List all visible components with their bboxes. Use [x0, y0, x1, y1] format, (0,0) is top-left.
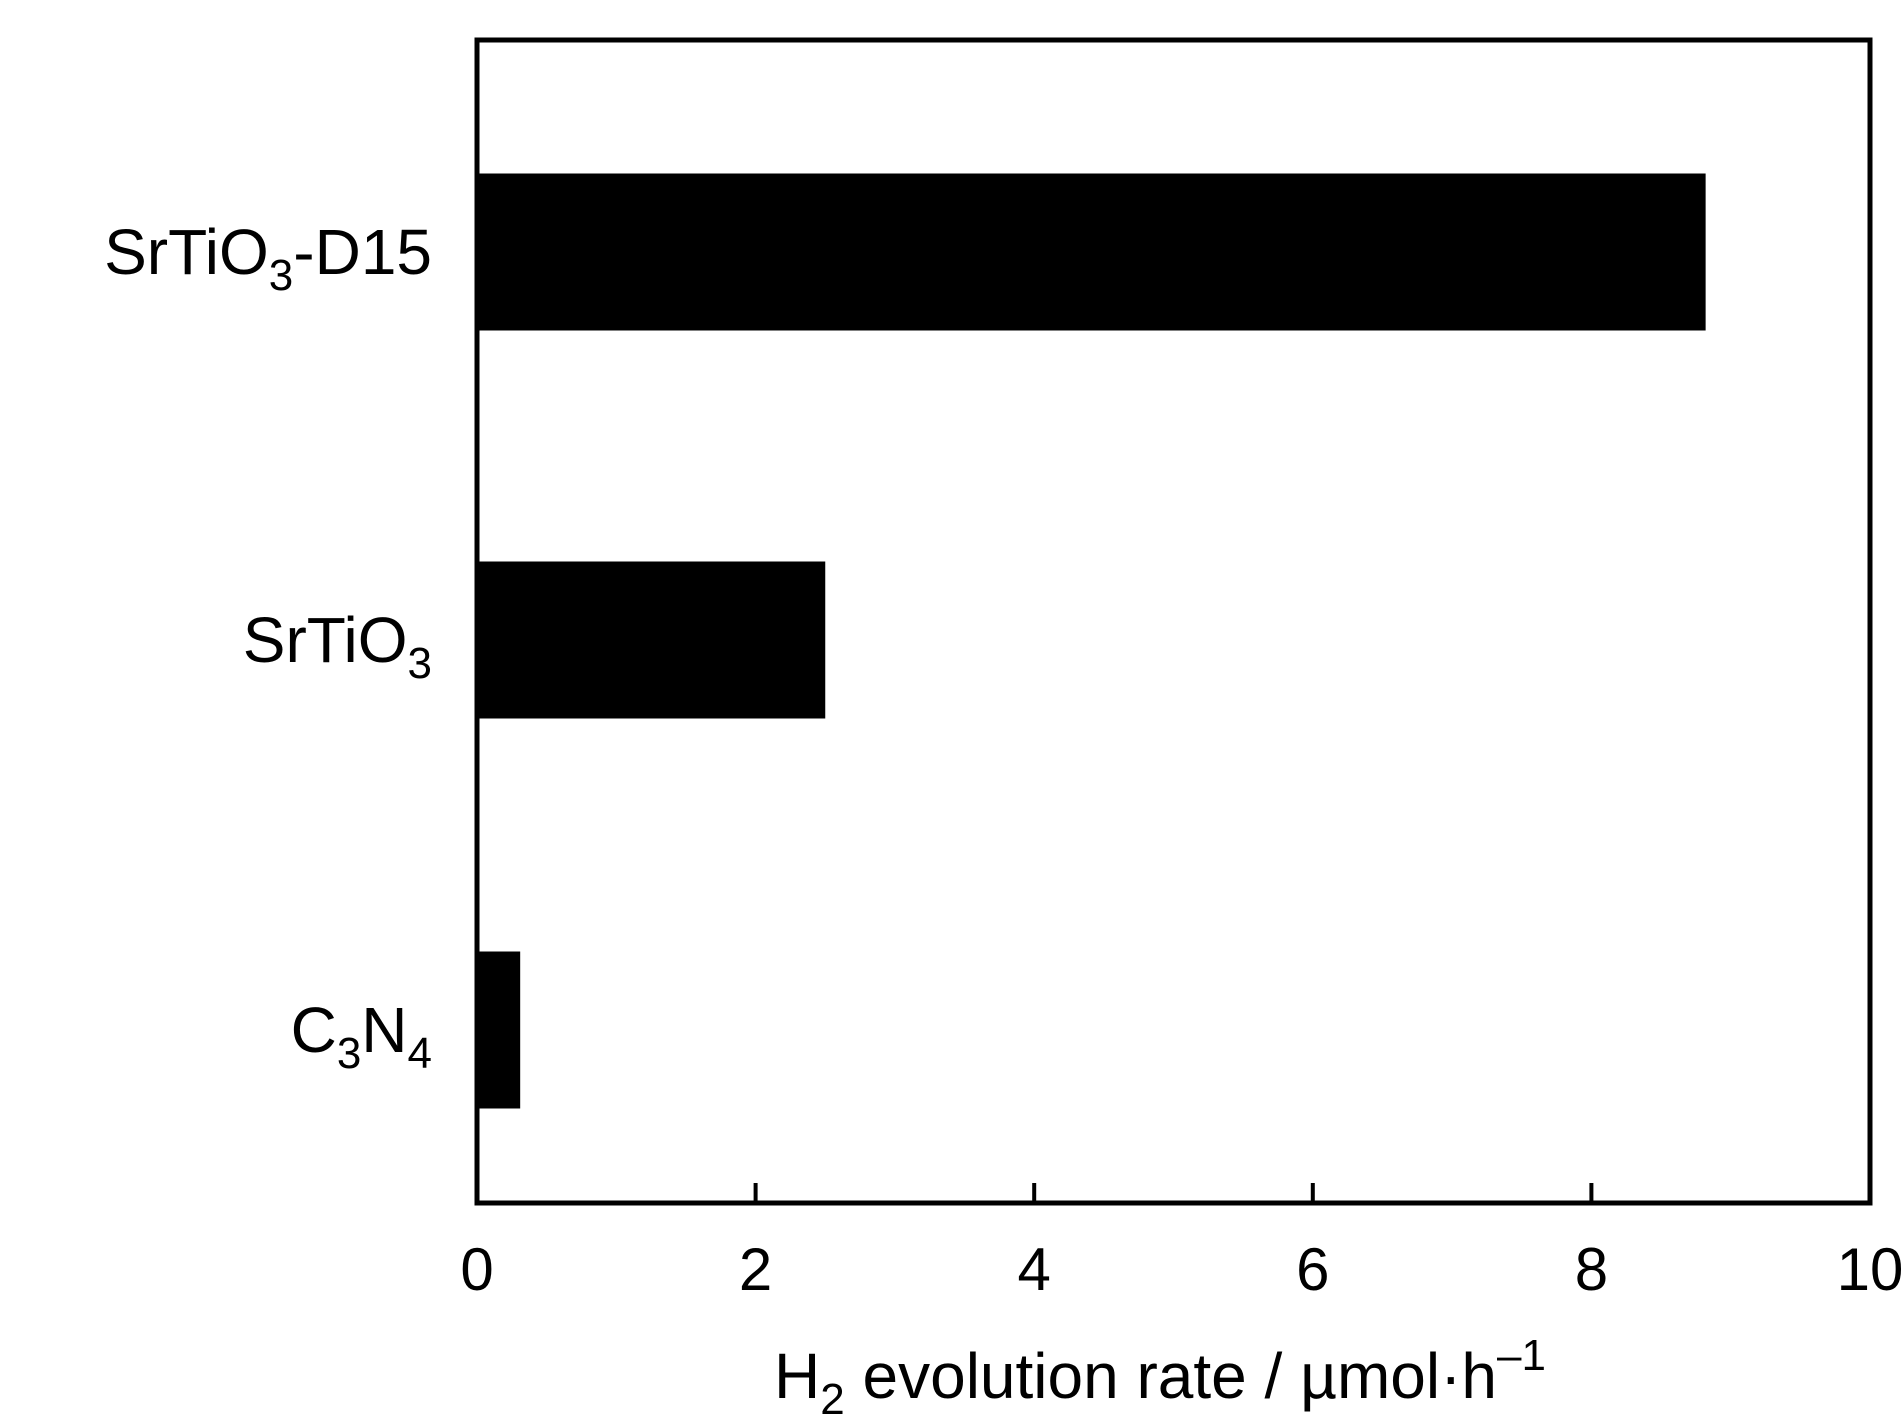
category-labels-group: SrTiO3-D15 SrTiO3 C3N4: [104, 216, 432, 1078]
category-label-1: SrTiO3: [243, 604, 432, 688]
bar-2: [477, 951, 521, 1109]
x-tick-label-0: 0: [460, 1236, 493, 1303]
bar-1: [477, 561, 826, 719]
category-label-2: C3N4: [291, 994, 432, 1078]
x-tick-label-2: 4: [1018, 1236, 1051, 1303]
plot-frame: [474, 37, 1873, 1206]
x-axis-label: H2 evolution rate / µmol·h–1: [774, 1331, 1546, 1424]
x-tick-label-5: 10: [1837, 1236, 1903, 1303]
category-label-0: SrTiO3-D15: [104, 216, 432, 300]
bar-0: [477, 173, 1706, 331]
x-tick-label-1: 2: [739, 1236, 772, 1303]
x-tick-label-4: 8: [1575, 1236, 1608, 1303]
bars-group: [477, 173, 1706, 1109]
x-ticks-group: 0 2 4 6 8 10: [460, 1183, 1903, 1303]
x-tick-label-3: 6: [1296, 1236, 1329, 1303]
